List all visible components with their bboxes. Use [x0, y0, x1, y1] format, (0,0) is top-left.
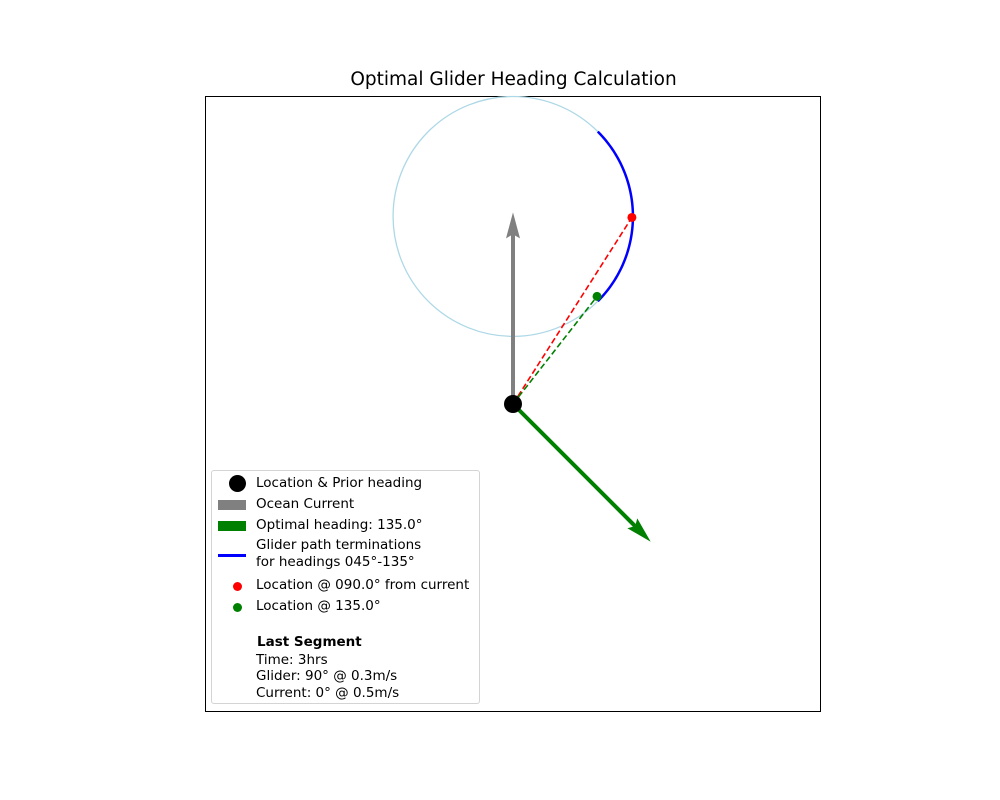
- segment-title: Last Segment: [257, 634, 362, 650]
- legend-label: Location @ 090.0° from current: [256, 577, 470, 593]
- legend-item-optimal: Optimal heading: 135.0°: [212, 515, 479, 535]
- green-dot-icon: [233, 603, 242, 612]
- location-135-point: [592, 291, 602, 301]
- current-arrow-head: [506, 212, 520, 239]
- legend-item-arc: Glider path terminations for headings 04…: [212, 537, 479, 571]
- segment-glider: Glider: 90° @ 0.3m/s: [256, 668, 398, 684]
- path-line-090: [512, 217, 633, 405]
- segment-time: Time: 3hrs: [256, 652, 328, 668]
- path-line-135: [512, 295, 598, 405]
- legend-label: Ocean Current: [256, 496, 355, 512]
- legend-label: Location @ 135.0°: [256, 598, 381, 614]
- legend-label: Glider path terminations: [256, 537, 422, 553]
- ocean-current-arrow: [506, 212, 520, 404]
- segment-current: Current: 0° @ 0.5m/s: [256, 685, 400, 701]
- location-prior-heading-point: [504, 395, 522, 413]
- legend-label: Optimal heading: 135.0°: [256, 517, 423, 533]
- chart-title: Optimal Glider Heading Calculation: [350, 69, 677, 90]
- legend-label: for headings 045°-135°: [256, 553, 415, 570]
- location-090-point: [627, 212, 637, 222]
- gray-patch-icon: [218, 500, 246, 510]
- black-dot-icon: [229, 475, 246, 492]
- optimal-heading-arrow: [511, 402, 651, 542]
- legend-label: Location & Prior heading: [256, 475, 423, 491]
- opt-arrow-head: [627, 518, 651, 542]
- legend-item-loc090: Location @ 090.0° from current: [212, 575, 479, 595]
- legend-item-current: Ocean Current: [212, 494, 479, 514]
- legend-item-location: Location & Prior heading: [212, 473, 479, 493]
- opt-arrow-shaft: [511, 402, 637, 528]
- green-patch-icon: [218, 521, 246, 531]
- legend-item-loc135: Location @ 135.0°: [212, 596, 479, 616]
- blue-line-icon: [218, 554, 246, 557]
- legend: Location & Prior heading Ocean Current O…: [211, 470, 480, 704]
- red-dot-icon: [233, 582, 242, 591]
